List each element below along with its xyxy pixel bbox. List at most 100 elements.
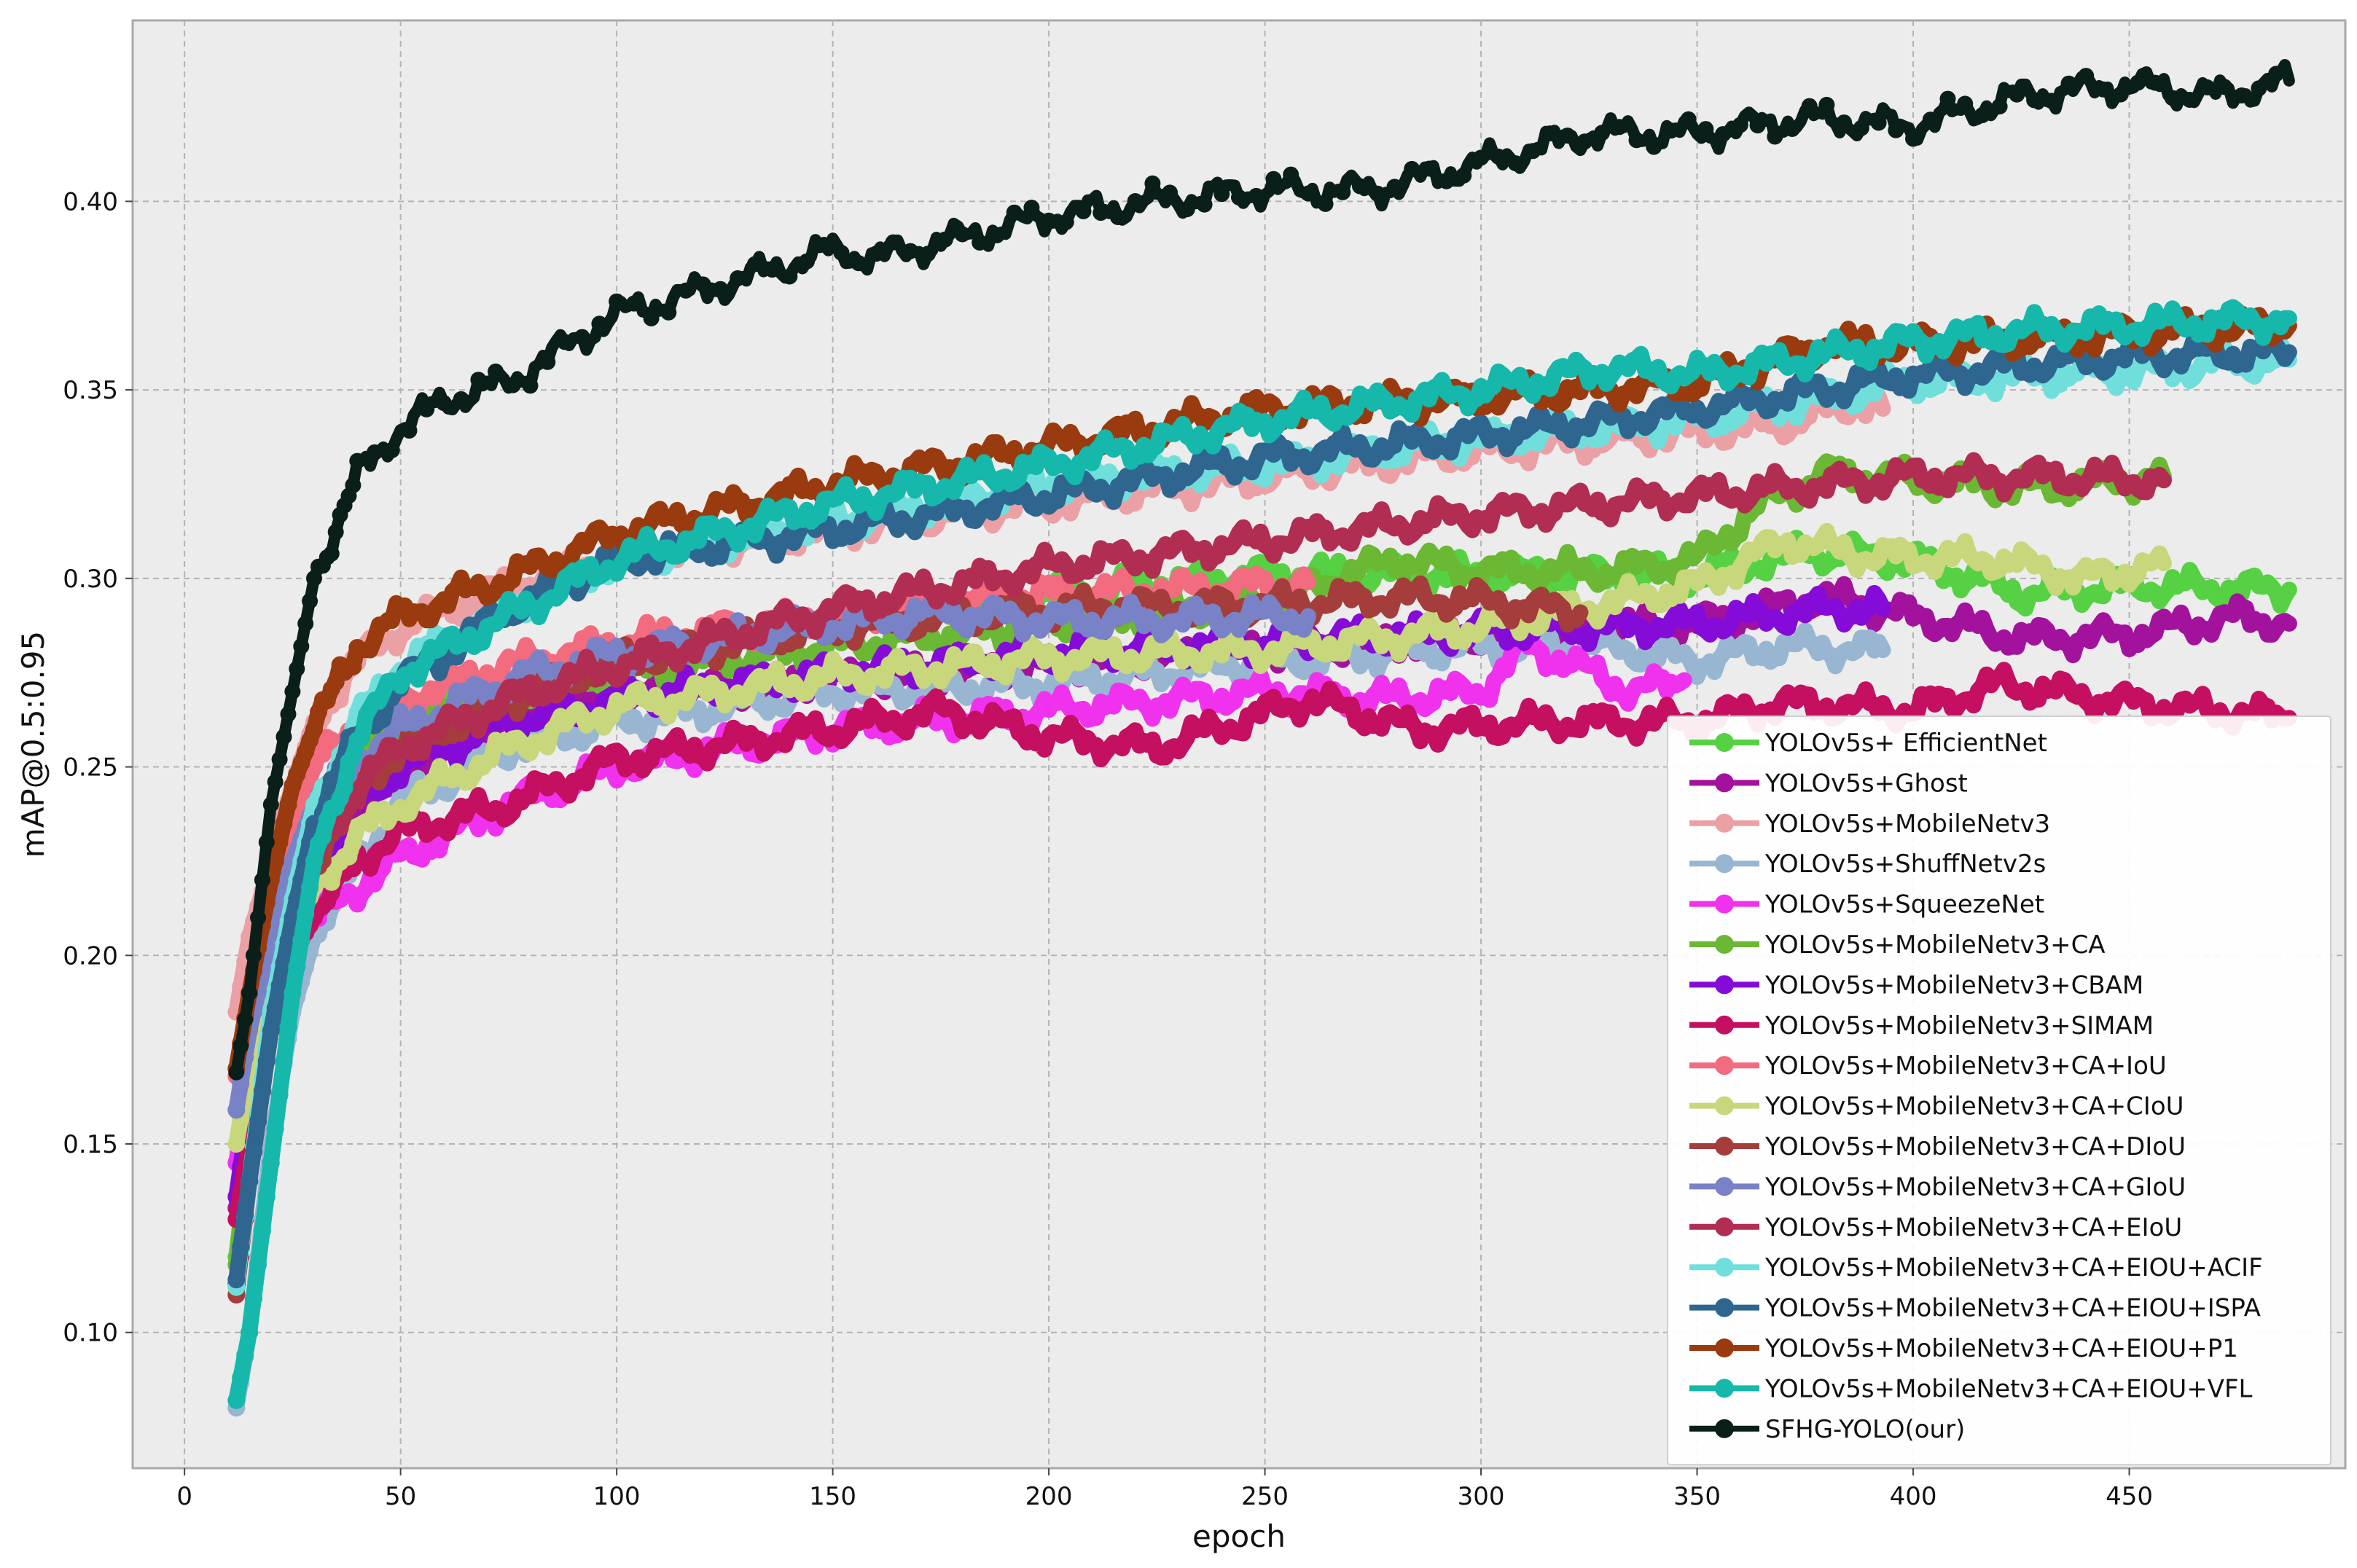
series-marker	[781, 268, 798, 285]
legend-label: YOLOv5s+MobileNetv3+CA+GIoU	[1764, 1172, 2186, 1202]
legend-swatch-marker	[1715, 1096, 1734, 1116]
y-tick-label: 0.35	[63, 376, 118, 405]
x-tick-label: 250	[1241, 1482, 1289, 1511]
series-marker	[1749, 117, 1766, 134]
series-marker	[2251, 80, 2267, 97]
series-marker	[1092, 205, 1109, 222]
series-marker	[288, 957, 306, 976]
x-tick-label: 350	[1673, 1482, 1721, 1511]
legend-label: YOLOv5s+MobileNetv3+CA+EIOU+ACIF	[1764, 1253, 2263, 1282]
series-marker	[764, 262, 781, 278]
series-marker	[1334, 184, 1351, 200]
series-marker	[1818, 96, 1835, 113]
series-marker	[1299, 185, 1316, 202]
series-marker	[245, 1142, 262, 1161]
series-marker	[237, 1011, 254, 1028]
legend-entry: YOLOv5s+MobileNetv3+CA+IoU	[1689, 1051, 2167, 1081]
series-marker	[249, 1255, 267, 1274]
series-marker	[1576, 133, 1593, 150]
series-marker	[625, 295, 642, 312]
series-marker	[643, 310, 660, 326]
series-marker	[2078, 68, 2095, 85]
series-marker	[470, 372, 487, 388]
legend-label: YOLOv5s+SqueezeNet	[1764, 890, 2044, 920]
legend-entry: YOLOv5s+Ghost	[1689, 769, 1968, 798]
series-marker	[609, 293, 625, 310]
legend-swatch-marker	[1715, 1419, 1734, 1438]
series-marker	[2233, 87, 2250, 103]
series-marker	[241, 985, 258, 1001]
series-marker	[275, 729, 292, 745]
series-marker	[1732, 117, 1748, 133]
series-line	[228, 299, 2297, 1408]
series-marker	[227, 1391, 246, 1409]
series-marker	[241, 1323, 259, 1341]
series-marker	[712, 281, 729, 297]
series-marker	[340, 847, 358, 866]
x-tick-label: 0	[176, 1482, 192, 1511]
series-marker	[1352, 178, 1368, 195]
series-marker	[257, 1052, 275, 1070]
legend-swatch-marker	[1715, 1056, 1734, 1075]
series-marker	[1283, 166, 1299, 183]
legend-label: YOLOv5s+MobileNetv3+CBAM	[1764, 971, 2143, 1000]
series-marker	[323, 545, 340, 562]
y-axis-label: mAP@0.5:0.95	[15, 631, 51, 858]
series-marker	[1178, 201, 1195, 218]
series-marker	[488, 363, 504, 380]
series-marker	[1888, 122, 1904, 138]
legend-swatch-marker	[1715, 894, 1734, 914]
legend-box	[1667, 716, 2331, 1466]
series-marker	[401, 423, 418, 439]
series-marker	[1905, 130, 1921, 147]
series-marker	[345, 477, 361, 493]
series-marker	[1213, 186, 1230, 203]
series-marker	[799, 253, 815, 270]
series-marker	[253, 1222, 271, 1239]
series-marker	[348, 895, 367, 913]
legend-label: YOLOv5s+MobileNetv3+CA+EIOU+VFL	[1764, 1374, 2253, 1403]
x-axis-label: epoch	[1192, 1518, 1286, 1554]
series-marker	[660, 304, 677, 321]
series-marker	[367, 444, 383, 460]
series-marker	[1490, 148, 1506, 165]
series-marker	[262, 796, 279, 813]
series-line	[228, 452, 2172, 1292]
series-marker	[344, 658, 362, 676]
legend: YOLOv5s+ EfficientNet YOLOv5s+Ghost YOLOv5…	[1667, 716, 2331, 1466]
x-tick-label: 150	[809, 1482, 856, 1511]
legend-entry: YOLOv5s+MobileNetv3+CA+EIOU+VFL	[1689, 1374, 2253, 1403]
series-marker	[522, 377, 539, 394]
series-marker	[258, 834, 275, 850]
legend-label: YOLOv5s+ EfficientNet	[1764, 729, 2047, 758]
legend-entry: SFHG-YOLO(our)	[1689, 1415, 1965, 1444]
legend-swatch-marker	[1715, 1298, 1734, 1317]
series-marker	[1646, 138, 1662, 155]
axis-ticks: 0 50 100 150 200 250 300 350 400 450 0.10 0.15 0.20 0…	[63, 187, 2153, 1511]
series-marker	[902, 243, 919, 259]
series-marker	[920, 246, 937, 262]
series-marker	[2199, 79, 2216, 95]
series-marker	[1957, 95, 1974, 112]
legend-entry: YOLOv5s+MobileNetv3+SIMAM	[1689, 1011, 2154, 1040]
legend-swatch-marker	[1715, 1338, 1734, 1357]
series-marker	[279, 1018, 297, 1036]
series-marker	[1541, 125, 1558, 142]
legend-swatch-marker	[1715, 975, 1734, 995]
series-marker	[746, 256, 763, 273]
series-marker	[504, 377, 521, 393]
series-marker	[574, 329, 590, 345]
series-marker	[2026, 92, 2043, 109]
series-marker	[1974, 107, 1990, 124]
legend-entry: YOLOv5s+ShuffNetv2s	[1689, 850, 2046, 879]
series-marker	[2043, 93, 2060, 109]
series-marker	[1525, 143, 1541, 160]
series-marker	[1317, 195, 1334, 212]
series-marker	[1767, 128, 1783, 145]
legend-swatch-marker	[1715, 1015, 1734, 1035]
series-16	[227, 299, 2297, 1409]
series-marker	[305, 720, 323, 738]
series-marker	[266, 999, 284, 1017]
series-marker	[816, 237, 832, 253]
series-marker	[254, 871, 270, 888]
